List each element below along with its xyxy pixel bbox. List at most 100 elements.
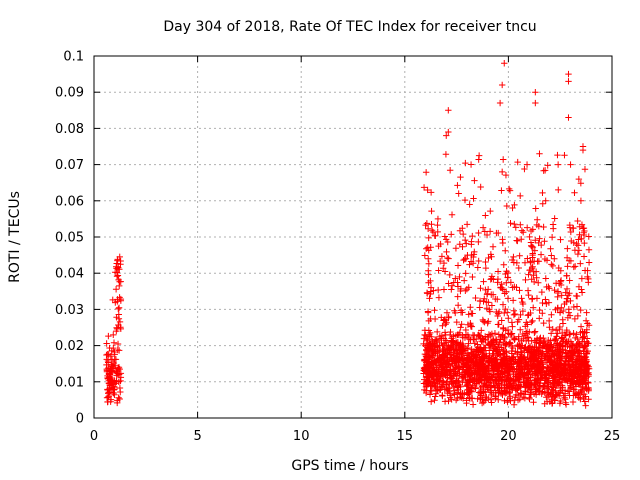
data-point	[468, 323, 476, 330]
data-point	[554, 151, 561, 159]
data-point	[519, 330, 527, 338]
data-point	[421, 252, 429, 259]
data-point	[445, 397, 452, 405]
data-point	[512, 370, 519, 378]
data-point	[543, 398, 551, 405]
data-point	[578, 338, 586, 345]
data-point	[509, 297, 517, 304]
data-point	[508, 347, 515, 355]
data-point	[438, 314, 445, 321]
data-point	[536, 150, 543, 157]
data-point	[517, 383, 524, 390]
data-point	[573, 292, 581, 300]
data-point	[477, 356, 485, 363]
data-point	[554, 352, 562, 359]
x-tick-label: 20	[500, 429, 517, 444]
data-point	[542, 197, 549, 204]
data-point	[565, 114, 572, 121]
data-point	[451, 346, 459, 353]
data-point	[562, 399, 569, 407]
data-point	[570, 330, 577, 337]
data-point	[459, 225, 466, 232]
data-point	[452, 275, 459, 282]
data-point	[479, 224, 487, 231]
data-point	[564, 245, 571, 252]
data-point	[518, 236, 525, 243]
data-point	[109, 364, 117, 371]
data-point	[523, 161, 531, 168]
data-point	[421, 327, 429, 334]
data-point	[441, 329, 449, 336]
data-point	[451, 391, 458, 398]
data-point	[422, 169, 430, 176]
data-point	[553, 362, 560, 370]
data-point	[485, 254, 492, 262]
data-point	[434, 352, 441, 360]
data-point	[506, 331, 514, 338]
data-point	[435, 267, 442, 274]
data-point	[511, 396, 518, 404]
data-point	[504, 269, 512, 277]
data-point	[549, 386, 557, 394]
data-point	[104, 398, 111, 406]
data-point	[585, 396, 592, 403]
data-point	[495, 396, 502, 403]
data-point	[575, 362, 583, 370]
data-point	[502, 305, 509, 313]
data-point	[542, 275, 549, 282]
data-point	[425, 255, 432, 262]
data-point	[438, 253, 446, 260]
data-point	[535, 351, 543, 358]
data-point	[570, 225, 577, 232]
data-point	[105, 389, 112, 396]
data-point	[462, 159, 469, 167]
data-point	[464, 386, 471, 394]
data-point	[536, 382, 543, 390]
data-point	[485, 386, 492, 393]
data-point	[104, 394, 112, 401]
data-point	[508, 363, 515, 371]
data-point	[507, 220, 514, 227]
data-point	[482, 212, 489, 219]
data-point	[545, 283, 552, 290]
data-point	[421, 368, 429, 375]
data-point	[474, 264, 481, 271]
data-point	[453, 339, 460, 346]
data-point	[475, 368, 483, 376]
data-point	[531, 352, 539, 359]
data-point	[440, 259, 448, 267]
data-point	[506, 380, 513, 388]
data-point	[435, 294, 443, 301]
data-point	[551, 397, 559, 404]
data-point	[515, 264, 522, 272]
data-point	[521, 259, 529, 266]
x-axis-title: GPS time / hours	[291, 458, 408, 474]
data-point	[571, 369, 578, 376]
y-tick-label: 0.08	[55, 122, 84, 137]
data-point	[554, 288, 562, 295]
data-point	[467, 304, 474, 311]
y-tick-label: 0.1	[63, 50, 84, 65]
data-point	[507, 397, 514, 404]
data-point	[497, 283, 504, 291]
data-point	[469, 273, 476, 281]
data-point	[514, 237, 521, 245]
data-point	[585, 275, 592, 283]
data-point	[528, 264, 536, 272]
data-point	[493, 377, 500, 385]
data-point	[531, 381, 539, 389]
data-point	[511, 310, 519, 318]
data-point	[422, 221, 429, 229]
data-point	[521, 391, 529, 398]
data-point	[551, 215, 558, 222]
data-point	[509, 204, 516, 212]
data-point	[551, 286, 558, 294]
data-point	[547, 337, 554, 344]
data-point	[425, 260, 433, 267]
data-point	[454, 302, 462, 309]
data-point	[457, 346, 464, 354]
data-point	[561, 151, 568, 159]
data-point	[545, 317, 553, 325]
data-point	[541, 338, 548, 345]
data-point	[546, 324, 553, 331]
